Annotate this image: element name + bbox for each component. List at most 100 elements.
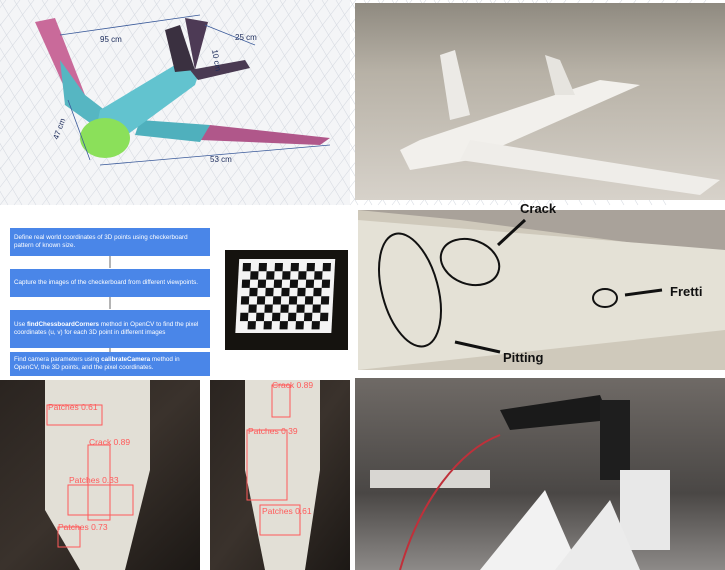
robot-base: [620, 470, 670, 550]
robot-photo: [355, 378, 725, 570]
detection-label: Patches 0.39: [248, 426, 298, 436]
flow-step: Define real world coordinates of 3D poin…: [10, 228, 210, 256]
defect-label: Crack: [520, 201, 557, 216]
square: [271, 312, 281, 322]
square: [264, 304, 273, 313]
step-text: method in OpenCV, the 3D points, and the…: [14, 356, 180, 371]
cad-grid-line: [0, 142, 37, 206]
detection-label: Crack 0.89: [272, 380, 313, 390]
square: [322, 263, 331, 272]
cad-grid-line: [0, 166, 23, 206]
step-text: Find camera parameters using: [14, 356, 100, 363]
flow-step: Use findChessboardCorners method in Open…: [10, 310, 210, 348]
model-wing: [555, 500, 640, 570]
detection-label: Crack 0.89: [89, 437, 130, 447]
cad-grid-line: [167, 0, 289, 206]
cad-grid-line: [251, 0, 373, 206]
robot-arm: [600, 400, 630, 480]
dimension-label: 10 cm: [210, 49, 223, 72]
square: [313, 287, 322, 297]
model-wing: [480, 490, 580, 570]
square: [306, 263, 315, 272]
nose: [80, 118, 130, 158]
square: [305, 279, 315, 288]
square: [321, 279, 331, 288]
power-strip: [370, 470, 490, 488]
cad-grid-line: [0, 71, 79, 206]
square: [290, 263, 299, 272]
step-text: Capture the images of the checkerboard f…: [14, 279, 198, 286]
right-wing: [135, 120, 210, 142]
cad-grid-line: [27, 0, 189, 206]
square: [263, 321, 272, 330]
square: [239, 312, 249, 322]
cad-grid-line: [0, 47, 93, 206]
square: [288, 296, 298, 305]
detection-box: [246, 429, 288, 501]
detection-boxes: [46, 404, 134, 548]
square: [298, 271, 307, 280]
square: [266, 271, 275, 280]
square: [241, 279, 251, 288]
square: [257, 279, 267, 288]
detection-box: [57, 526, 81, 548]
square: [258, 263, 267, 272]
square: [250, 271, 259, 280]
specimen: [245, 380, 320, 570]
pitting-ellipse: [378, 232, 442, 348]
model-photo: [355, 3, 725, 200]
square: [247, 321, 256, 330]
detection-box: [259, 504, 301, 536]
detection-box: [271, 384, 291, 418]
square: [256, 296, 266, 305]
dimension-line: [204, 24, 256, 46]
square: [274, 263, 283, 272]
detection-label: Patches 0.61: [48, 402, 98, 412]
step-method: calibrateCamera: [101, 356, 151, 363]
square: [297, 287, 306, 297]
model-fuselage: [400, 80, 640, 170]
cad-grid-line: [0, 118, 51, 206]
arrow: [496, 218, 527, 247]
step-text: Use: [14, 321, 26, 328]
dimension-line: [59, 14, 201, 36]
chessboard-photo: [225, 250, 348, 350]
cad-grid-line: [0, 23, 107, 206]
cad-grid-line: [0, 0, 121, 206]
tail-fin-top: [185, 18, 208, 70]
cad-grid-line: [237, 0, 359, 206]
detection-left: Patches 0.61 Crack 0.89 Patches 0.33 Pat…: [0, 380, 200, 570]
square: [265, 287, 274, 297]
dimension-line: [99, 144, 331, 166]
defect-photo: Crack Fretti Pitting: [358, 201, 725, 370]
detection-middle: Crack 0.89 Patches 0.39 Patches 0.61: [210, 380, 350, 570]
cad-grid-line: [0, 0, 63, 80]
arrow: [624, 288, 663, 297]
cad-grid-line: [0, 0, 49, 62]
square: [289, 279, 299, 288]
background-fabric: [358, 210, 725, 255]
square: [280, 304, 289, 313]
dimension-label: 95 cm: [100, 35, 122, 44]
cad-grid-line: [0, 95, 65, 206]
right-wing-tip: [200, 125, 330, 145]
cable: [399, 434, 501, 570]
square: [314, 271, 323, 280]
cad-grid-line: [41, 0, 163, 206]
flow-step: Capture the images of the checkerboard f…: [10, 269, 210, 297]
square: [303, 312, 313, 322]
fuselage: [95, 65, 200, 140]
square: [320, 296, 330, 305]
wing-surface: [358, 220, 725, 370]
square: [304, 296, 314, 305]
cad-grid-line: [223, 0, 345, 206]
cad-grid-line: [125, 0, 247, 206]
square: [240, 296, 250, 305]
flow-step: Find camera parameters using calibrateCa…: [10, 352, 210, 376]
square: [242, 263, 251, 272]
dimension-label: 53 cm: [210, 155, 232, 164]
robot-arm: [500, 395, 610, 430]
square: [311, 321, 320, 330]
cad-grid-line: [0, 0, 119, 152]
